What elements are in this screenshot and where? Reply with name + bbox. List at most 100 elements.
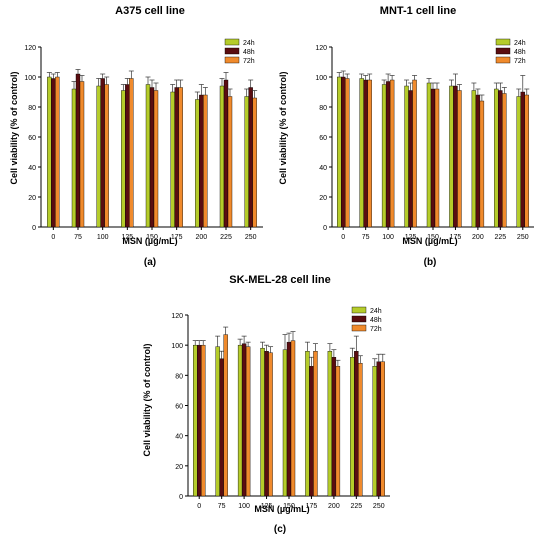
- x-tick-label: 175: [306, 503, 318, 510]
- bar-24h: [494, 88, 499, 228]
- bar-48h: [408, 90, 413, 228]
- x-tick-label: 225: [350, 503, 362, 510]
- panel-label: (a): [144, 257, 156, 268]
- bar-48h: [385, 81, 391, 228]
- legend-label-48h: 48h: [370, 317, 382, 324]
- x-tick-label: 200: [195, 234, 207, 241]
- y-tick-label: 60: [28, 135, 36, 142]
- bar-24h: [327, 351, 333, 497]
- x-axis-label: MSN (µg/mL): [402, 236, 457, 246]
- bar-72h: [412, 79, 417, 228]
- bar-72h: [367, 79, 372, 228]
- y-tick-label: 40: [28, 165, 36, 172]
- bar-24h: [219, 85, 225, 228]
- x-tick-label: 150: [146, 234, 158, 241]
- x-tick-label: 0: [197, 503, 201, 510]
- bar-24h: [426, 82, 432, 228]
- x-tick-label: 100: [238, 503, 250, 510]
- bar-48h: [223, 79, 229, 228]
- bar-72h: [201, 344, 206, 497]
- bar-48h: [453, 85, 458, 228]
- bar-72h: [104, 84, 109, 228]
- bar-24h: [195, 99, 200, 228]
- legend-swatch-48h: [224, 47, 240, 55]
- bar-24h: [381, 84, 387, 228]
- x-tick-label: 75: [74, 234, 82, 241]
- panel-label: (b): [424, 257, 437, 268]
- x-tick-label: 175: [450, 234, 462, 241]
- bar-24h: [282, 349, 288, 497]
- bar-48h: [149, 87, 155, 228]
- bar-24h: [170, 91, 175, 228]
- legend-label-48h: 48h: [514, 49, 526, 56]
- x-tick-label: 100: [97, 234, 109, 241]
- y-tick-label: 60: [175, 404, 183, 411]
- x-axis-label: MSN (µg/mL): [254, 504, 309, 514]
- y-tick-label: 0: [323, 225, 327, 232]
- x-tick-label: 175: [171, 234, 183, 241]
- legend-swatch-72h: [224, 56, 240, 64]
- bar-48h: [520, 91, 525, 228]
- x-tick-label: 125: [405, 234, 417, 241]
- bar-24h: [404, 85, 409, 228]
- y-tick-label: 80: [175, 373, 183, 380]
- x-tick-label: 0: [51, 234, 55, 241]
- legend-label-48h: 48h: [243, 49, 255, 56]
- y-tick-label: 60: [319, 135, 327, 142]
- x-axis-label: MSN (µg/mL): [122, 236, 177, 246]
- x-tick-label: 250: [373, 503, 385, 510]
- bar-48h: [354, 351, 359, 497]
- bar-72h: [389, 79, 395, 228]
- y-tick-label: 80: [319, 105, 327, 112]
- bar-48h: [286, 341, 292, 497]
- x-tick-label: 225: [494, 234, 506, 241]
- bar-48h: [309, 366, 314, 497]
- bar-48h: [498, 90, 503, 228]
- x-tick-label: 75: [218, 503, 226, 510]
- x-tick-label: 250: [517, 234, 529, 241]
- panel-label: (c): [274, 524, 286, 535]
- chart-panel-c: SK-MEL-28 cell line Cell viability (% of…: [142, 274, 390, 535]
- plot-area: 0 20 40 60 80 100 120 0 75 100 125 150 175 200 225 250: [315, 45, 534, 241]
- y-axis-label: Cell viability (% of control): [278, 71, 288, 184]
- legend-label-24h: 24h: [243, 40, 255, 47]
- y-tick-label: 120: [24, 45, 36, 52]
- bar-24h: [215, 346, 220, 497]
- bar-24h: [244, 96, 249, 228]
- legend-swatch-72h: [351, 324, 367, 332]
- chart-panel-b: MNT-1 cell line Cell viability (% of con…: [278, 5, 534, 268]
- bar-72h: [245, 346, 251, 497]
- bar-72h: [129, 78, 134, 228]
- legend-swatch-24h: [495, 38, 511, 46]
- bar-72h: [153, 90, 159, 228]
- legend: 24h 48h 72h: [495, 38, 526, 65]
- bar-24h: [71, 88, 77, 228]
- y-tick-label: 40: [175, 434, 183, 441]
- bar-24h: [260, 347, 265, 497]
- legend-swatch-48h: [495, 47, 511, 55]
- legend: 24h 48h 72h: [351, 306, 382, 333]
- bar-72h: [479, 100, 485, 228]
- bar-48h: [331, 357, 337, 497]
- bar-72h: [335, 366, 341, 497]
- legend-swatch-24h: [351, 306, 367, 314]
- bar-72h: [55, 76, 60, 228]
- bar-72h: [502, 93, 507, 228]
- bar-72h: [227, 96, 233, 228]
- y-axis-label: Cell viability (% of control): [9, 71, 19, 184]
- bar-72h: [203, 94, 208, 228]
- bar-24h: [305, 351, 310, 497]
- bar-48h: [197, 344, 202, 497]
- bar-48h: [75, 73, 81, 228]
- bar-48h: [51, 78, 56, 228]
- bar-72h: [358, 363, 363, 497]
- x-tick-label: 250: [245, 234, 257, 241]
- bar-24h: [96, 85, 101, 228]
- bar-48h: [125, 84, 130, 228]
- bar-72h: [290, 340, 296, 497]
- bar-72h: [524, 94, 529, 228]
- bar-72h: [252, 97, 257, 228]
- bar-72h: [380, 361, 385, 497]
- x-tick-label: 150: [283, 503, 295, 510]
